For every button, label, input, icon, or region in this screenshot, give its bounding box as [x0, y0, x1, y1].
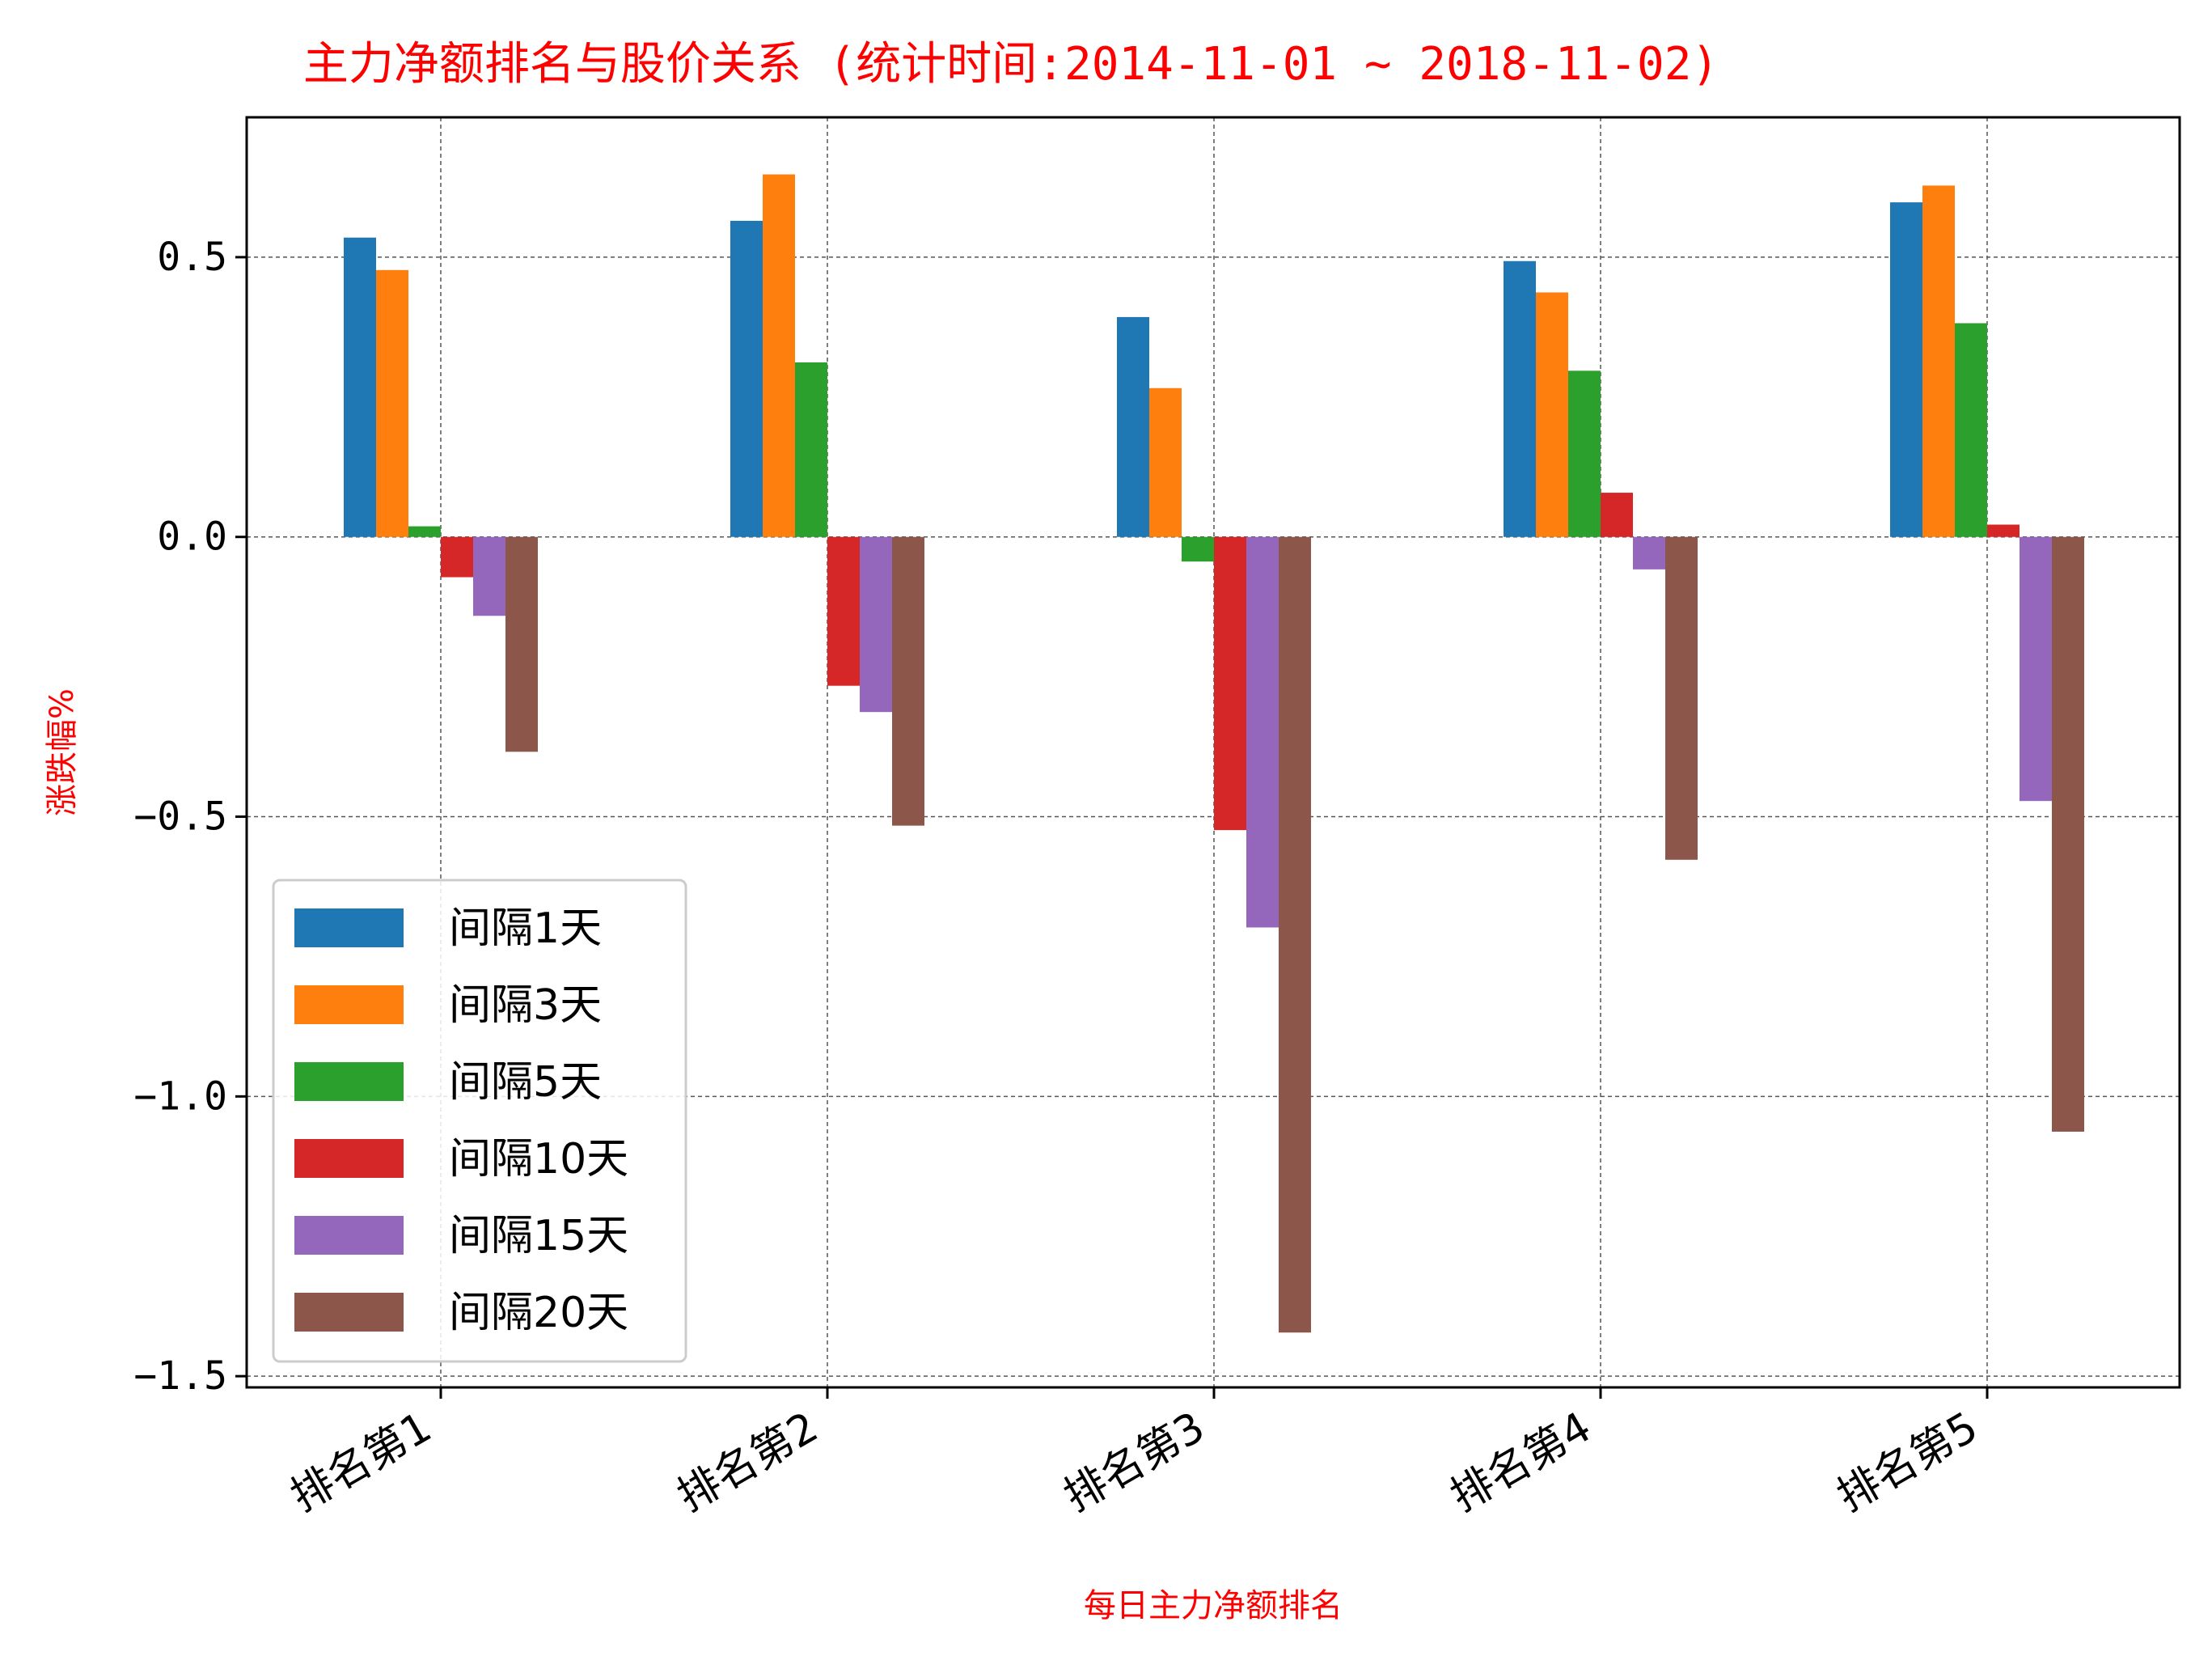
legend-label: 间隔15天 — [449, 1212, 628, 1260]
bar — [860, 536, 892, 713]
legend-label: 间隔10天 — [449, 1135, 628, 1184]
legend-label: 间隔1天 — [449, 904, 602, 953]
bar — [730, 220, 763, 537]
legend-swatch — [294, 1139, 404, 1178]
x-tick-label: 排名第2 — [670, 1403, 827, 1522]
bar — [505, 536, 538, 752]
bar — [827, 536, 860, 686]
bar — [1987, 524, 2020, 537]
bar — [1182, 536, 1214, 562]
y-tick-label: 0.0 — [157, 515, 227, 560]
y-tick-label: −0.5 — [133, 794, 227, 840]
bar — [892, 536, 924, 826]
y-tick-label: −1.5 — [133, 1353, 227, 1399]
bar — [408, 526, 441, 537]
bar — [1922, 185, 1955, 537]
bar — [763, 174, 795, 537]
x-axis-label: 每日主力净额排名 — [1084, 1587, 1343, 1624]
bar — [1665, 536, 1698, 860]
legend-swatch — [294, 1293, 404, 1332]
y-axis-ticks: 0.5 0.0 −0.5 −1.0 −1.5 — [133, 235, 247, 1399]
bar — [1601, 493, 1633, 537]
bar — [1536, 292, 1568, 537]
legend-swatch — [294, 985, 404, 1024]
bar — [1504, 260, 1536, 537]
legend-swatch — [294, 1062, 404, 1101]
x-tick-label: 排名第5 — [1829, 1403, 1986, 1522]
bar — [1214, 536, 1246, 831]
x-tick-label: 排名第4 — [1443, 1403, 1600, 1522]
chart-title: 主力净额排名与股价关系 (统计时间:2014-11-01 ~ 2018-11-0… — [303, 38, 1719, 91]
bar — [1633, 536, 1665, 570]
bar — [344, 237, 376, 537]
bar — [1117, 316, 1149, 537]
bar — [1890, 202, 1922, 537]
x-tick-label: 排名第1 — [283, 1403, 440, 1522]
legend-label: 间隔3天 — [449, 981, 602, 1030]
bar — [441, 536, 473, 578]
bar — [1246, 536, 1279, 928]
bar — [2052, 536, 2084, 1132]
bar — [1279, 536, 1311, 1333]
y-axis-label: 涨跌幅% — [44, 688, 81, 816]
x-tick-label: 排名第3 — [1056, 1403, 1213, 1522]
bar — [1568, 371, 1601, 537]
y-tick-label: −1.0 — [133, 1073, 227, 1119]
bar — [1955, 323, 1987, 537]
x-axis-ticks: 排名第1 排名第2 排名第3 排名第4 排名第5 — [283, 1387, 1989, 1522]
bar — [376, 269, 408, 537]
legend-swatch — [294, 908, 404, 947]
y-tick-label: 0.5 — [157, 235, 227, 280]
bar — [2020, 536, 2052, 802]
legend-label: 间隔5天 — [449, 1058, 602, 1107]
legend-label: 间隔20天 — [449, 1289, 628, 1337]
bar — [1149, 387, 1182, 537]
legend-swatch — [294, 1216, 404, 1255]
bar — [473, 536, 505, 616]
bar — [795, 362, 827, 537]
bars — [344, 174, 2084, 1333]
